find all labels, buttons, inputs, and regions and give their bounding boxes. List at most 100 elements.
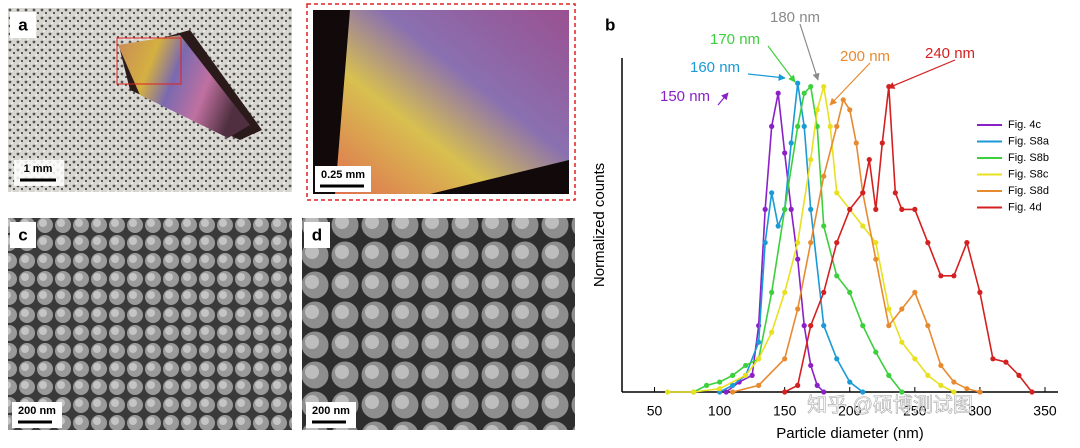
point	[769, 190, 775, 196]
point	[782, 289, 788, 295]
point	[821, 389, 827, 395]
point	[964, 240, 970, 246]
point	[964, 386, 970, 392]
point	[873, 256, 879, 262]
watermark: 知乎 @硕博测试图	[807, 393, 973, 416]
scale-bar-label: 200 nm	[18, 405, 56, 417]
point	[730, 382, 736, 388]
point	[730, 372, 736, 378]
point	[827, 123, 833, 129]
point	[788, 140, 794, 146]
point	[886, 372, 892, 378]
annotation: 240 nm	[925, 45, 975, 62]
point	[717, 379, 723, 385]
point	[756, 382, 762, 388]
point	[795, 256, 801, 262]
annotation: 160 nm	[690, 59, 740, 76]
scale-box	[306, 402, 356, 428]
legend-label: Fig. S8b	[1008, 152, 1049, 164]
point	[899, 389, 905, 395]
point	[821, 83, 827, 90]
point	[834, 356, 840, 362]
point	[834, 273, 840, 279]
annotation: 150 nm	[660, 88, 710, 105]
point	[808, 362, 814, 369]
point	[769, 123, 775, 129]
point	[808, 206, 814, 212]
point	[788, 206, 794, 212]
point	[769, 289, 775, 295]
series-line	[784, 86, 1033, 393]
legend-label: Fig. 4d	[1008, 201, 1042, 213]
point	[886, 323, 892, 329]
point	[860, 223, 866, 229]
x-tick-label: 200	[838, 403, 862, 419]
point	[756, 356, 762, 362]
point	[860, 190, 866, 196]
point	[938, 382, 944, 388]
annotation: 200 nm	[840, 48, 890, 65]
point	[795, 306, 801, 312]
point	[762, 240, 768, 246]
point	[912, 289, 918, 295]
point	[879, 140, 885, 146]
scale-box	[14, 160, 64, 186]
point	[821, 223, 827, 229]
point	[808, 323, 814, 329]
point	[749, 372, 755, 378]
label-box	[304, 222, 330, 248]
point	[1029, 389, 1035, 395]
point	[801, 323, 807, 329]
point	[866, 157, 872, 163]
series-line	[732, 97, 981, 393]
x-tick-label: 150	[773, 403, 797, 419]
point	[717, 386, 723, 392]
point	[808, 83, 814, 90]
point	[808, 240, 814, 246]
point	[795, 123, 801, 129]
annotation-arrow	[767, 45, 796, 83]
x-tick-label: 50	[647, 403, 663, 419]
point	[977, 389, 983, 395]
scale-bar-label: 1 mm	[24, 163, 53, 175]
point	[951, 273, 957, 279]
x-tick-label: 250	[903, 403, 927, 419]
point	[847, 289, 853, 295]
point	[821, 289, 827, 295]
point	[664, 389, 671, 395]
point	[775, 223, 781, 229]
scale-bar-label: 0.25 mm	[321, 169, 365, 181]
point	[860, 389, 866, 395]
point	[769, 329, 775, 335]
annotation: 170 nm	[710, 31, 760, 48]
point	[782, 389, 788, 395]
x-axis-label: Particle diameter (nm)	[776, 425, 924, 442]
point	[925, 372, 931, 378]
label-box	[10, 12, 36, 38]
scale-box	[12, 402, 62, 428]
point	[938, 273, 944, 279]
point	[801, 123, 807, 129]
point	[1003, 359, 1009, 365]
point	[834, 190, 840, 196]
point	[814, 107, 820, 113]
point	[821, 323, 827, 329]
point	[795, 80, 801, 86]
point	[782, 206, 788, 212]
point	[821, 173, 827, 179]
panel-label: a	[18, 15, 28, 34]
point	[730, 389, 736, 395]
point	[756, 339, 762, 345]
point	[853, 140, 859, 146]
panel-label: d	[312, 225, 322, 244]
point	[912, 206, 918, 212]
zoom-box	[116, 37, 182, 85]
legend-label: Fig. S8c	[1008, 168, 1049, 180]
x-tick-label: 350	[1033, 403, 1057, 419]
point	[782, 356, 788, 362]
point	[795, 382, 801, 388]
y-axis-label: Normalized counts	[591, 163, 608, 287]
point	[847, 206, 853, 212]
point	[892, 190, 898, 196]
